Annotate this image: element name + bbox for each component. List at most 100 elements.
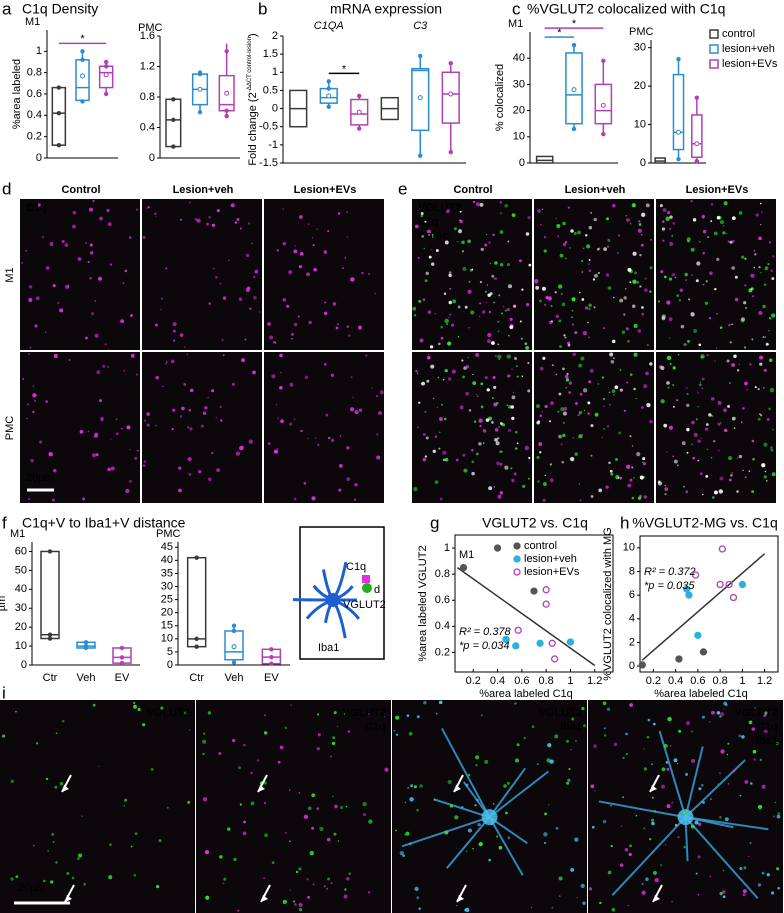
speck	[439, 497, 443, 501]
speck	[602, 819, 607, 824]
speck	[722, 869, 725, 872]
speck	[420, 214, 424, 218]
speck	[660, 365, 665, 371]
speck	[587, 412, 590, 415]
speck	[753, 266, 756, 269]
speck	[763, 442, 768, 447]
data-point	[326, 104, 331, 109]
speck	[94, 300, 97, 302]
speck	[472, 381, 477, 386]
speck	[470, 310, 475, 315]
speck	[133, 873, 137, 877]
data-point	[357, 93, 362, 99]
speck	[478, 315, 481, 317]
speck	[409, 797, 414, 802]
data-point	[194, 636, 199, 642]
speck	[741, 255, 745, 259]
cell-process	[598, 800, 686, 819]
schematic-frame	[299, 526, 385, 660]
data-point	[80, 49, 85, 54]
speck	[178, 466, 182, 470]
speck	[59, 781, 64, 786]
plot-frame	[639, 535, 779, 673]
speck	[475, 352, 480, 357]
speck	[581, 434, 584, 436]
speck	[476, 798, 479, 802]
speck	[672, 366, 676, 370]
speck	[99, 216, 103, 221]
speck	[452, 299, 457, 304]
speck	[635, 397, 637, 400]
speck	[641, 882, 644, 885]
speck	[649, 362, 653, 366]
speck	[625, 464, 631, 469]
speck	[615, 457, 619, 461]
speck	[601, 436, 604, 439]
data-point	[536, 639, 544, 647]
speck	[289, 840, 291, 843]
speck	[761, 784, 766, 789]
speck	[542, 356, 546, 360]
speck	[625, 215, 628, 217]
speck	[475, 393, 478, 396]
speck	[709, 875, 712, 878]
speck	[720, 749, 725, 754]
speck	[720, 422, 722, 424]
speck	[187, 457, 192, 462]
speck	[487, 815, 490, 817]
speck	[146, 423, 150, 427]
speck	[668, 425, 673, 430]
speck	[515, 447, 518, 450]
speck	[248, 439, 253, 444]
y-tick-label: -1.5	[259, 157, 278, 169]
speck	[263, 877, 265, 880]
channel-label: VGLUT2	[735, 707, 778, 719]
speck	[344, 257, 347, 259]
x-tick-label: 0.8	[712, 675, 727, 687]
speck	[671, 234, 674, 237]
speck	[575, 401, 578, 405]
speck	[603, 727, 606, 730]
speck	[578, 483, 581, 485]
speck	[581, 271, 584, 273]
speck	[307, 223, 310, 225]
speck	[461, 359, 464, 362]
speck	[427, 310, 432, 314]
speck	[509, 317, 513, 321]
speck	[676, 762, 679, 765]
speck	[625, 753, 628, 755]
speck	[727, 405, 730, 408]
speck	[653, 722, 656, 726]
speck	[208, 302, 211, 305]
speck	[736, 490, 739, 493]
data-point	[493, 544, 502, 552]
speck	[179, 333, 184, 337]
data-point	[571, 42, 577, 48]
speck	[754, 386, 757, 389]
speck	[736, 369, 740, 372]
channel-label: Iba1	[560, 721, 582, 733]
speck	[516, 375, 519, 378]
speck	[509, 325, 514, 330]
speck	[316, 228, 318, 230]
speck	[472, 200, 476, 203]
x-tick-label: Veh	[77, 672, 96, 684]
speck	[554, 734, 559, 739]
speck	[421, 235, 425, 239]
speck	[150, 767, 154, 771]
speck	[625, 288, 627, 290]
speck	[293, 497, 297, 501]
speck	[467, 289, 472, 294]
speck	[661, 227, 666, 231]
speck	[610, 804, 612, 807]
speck	[241, 358, 246, 363]
speck	[753, 249, 756, 252]
speck	[613, 296, 615, 299]
speck	[775, 742, 779, 745]
speck	[607, 870, 612, 875]
speck	[497, 330, 500, 333]
speck	[424, 220, 427, 223]
speck	[277, 417, 279, 419]
speck	[550, 304, 553, 308]
speck	[506, 374, 510, 378]
